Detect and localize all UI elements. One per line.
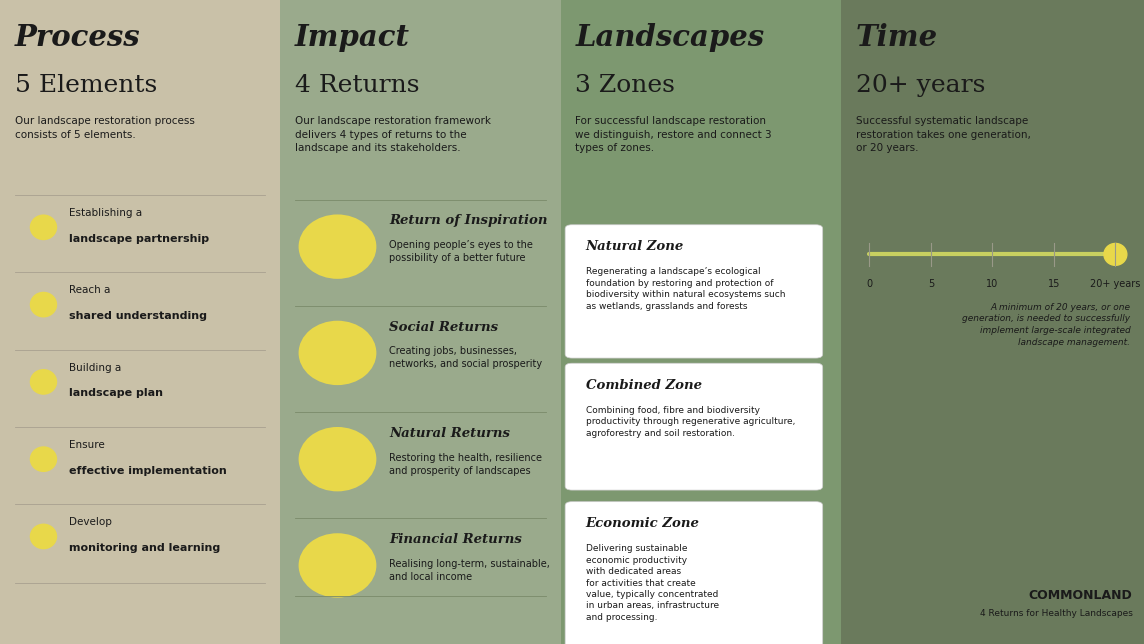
Ellipse shape (30, 446, 57, 472)
Text: 5: 5 (928, 279, 934, 289)
Text: effective implementation: effective implementation (69, 466, 227, 476)
Text: monitoring and learning: monitoring and learning (69, 543, 220, 553)
Text: Economic Zone: Economic Zone (586, 517, 700, 530)
Text: 4 Returns for Healthy Landscapes: 4 Returns for Healthy Landscapes (979, 609, 1133, 618)
Ellipse shape (1104, 243, 1127, 265)
Text: 0: 0 (866, 279, 873, 289)
Text: landscape partnership: landscape partnership (69, 234, 208, 244)
Text: Successful systematic landscape
restoration takes one generation,
or 20 years.: Successful systematic landscape restorat… (856, 116, 1031, 153)
Ellipse shape (299, 321, 376, 385)
Text: COMMONLAND: COMMONLAND (1028, 589, 1133, 602)
Text: Ensure: Ensure (69, 440, 104, 450)
Text: 15: 15 (1048, 279, 1060, 289)
FancyBboxPatch shape (280, 0, 561, 644)
Text: Develop: Develop (69, 517, 111, 527)
Text: Reach a: Reach a (69, 285, 110, 296)
Text: Combined Zone: Combined Zone (586, 379, 701, 392)
Text: landscape plan: landscape plan (69, 388, 162, 399)
Text: Financial Returns: Financial Returns (389, 533, 522, 546)
Text: Landscapes: Landscapes (575, 23, 764, 52)
Text: 5 Elements: 5 Elements (15, 74, 157, 97)
Text: 10: 10 (986, 279, 999, 289)
Text: Combining food, fibre and biodiversity
productivity through regenerative agricul: Combining food, fibre and biodiversity p… (586, 406, 795, 438)
Text: Time: Time (856, 23, 938, 52)
Text: Social Returns: Social Returns (389, 321, 498, 334)
Text: Impact: Impact (295, 23, 411, 52)
Text: Return of Inspiration: Return of Inspiration (389, 214, 548, 227)
Text: Delivering sustainable
economic productivity
with dedicated areas
for activities: Delivering sustainable economic producti… (586, 544, 718, 622)
Text: 4 Returns: 4 Returns (295, 74, 420, 97)
Text: Restoring the health, resilience
and prosperity of landscapes: Restoring the health, resilience and pro… (389, 453, 542, 475)
Text: Our landscape restoration framework
delivers 4 types of returns to the
landscape: Our landscape restoration framework deli… (295, 116, 491, 153)
Text: Our landscape restoration process
consists of 5 elements.: Our landscape restoration process consis… (15, 116, 194, 140)
Text: 20+ years: 20+ years (1090, 279, 1141, 289)
FancyBboxPatch shape (841, 0, 1144, 644)
FancyBboxPatch shape (561, 0, 841, 644)
Text: Establishing a: Establishing a (69, 208, 142, 218)
Ellipse shape (30, 292, 57, 317)
Ellipse shape (30, 524, 57, 549)
FancyBboxPatch shape (0, 0, 280, 644)
Text: Process: Process (15, 23, 141, 52)
Text: A minimum of 20 years, or one
generation, is needed to successfully
implement la: A minimum of 20 years, or one generation… (962, 303, 1130, 346)
Ellipse shape (30, 369, 57, 395)
Ellipse shape (299, 533, 376, 598)
Text: 20+ years: 20+ years (856, 74, 985, 97)
Text: Building a: Building a (69, 363, 121, 373)
Ellipse shape (299, 427, 376, 491)
Text: Creating jobs, businesses,
networks, and social prosperity: Creating jobs, businesses, networks, and… (389, 346, 542, 369)
Text: For successful landscape restoration
we distinguish, restore and connect 3
types: For successful landscape restoration we … (575, 116, 772, 153)
Text: 3 Zones: 3 Zones (575, 74, 675, 97)
Ellipse shape (299, 214, 376, 279)
FancyBboxPatch shape (565, 225, 823, 358)
Text: Natural Zone: Natural Zone (586, 240, 684, 253)
Text: Natural Returns: Natural Returns (389, 427, 510, 440)
Text: Opening people’s eyes to the
possibility of a better future: Opening people’s eyes to the possibility… (389, 240, 533, 263)
FancyBboxPatch shape (565, 363, 823, 490)
Text: Realising long-term, sustainable,
and local income: Realising long-term, sustainable, and lo… (389, 559, 550, 582)
FancyBboxPatch shape (565, 502, 823, 644)
Ellipse shape (30, 214, 57, 240)
Text: Regenerating a landscape’s ecological
foundation by restoring and protection of
: Regenerating a landscape’s ecological fo… (586, 267, 785, 310)
Text: shared understanding: shared understanding (69, 311, 207, 321)
